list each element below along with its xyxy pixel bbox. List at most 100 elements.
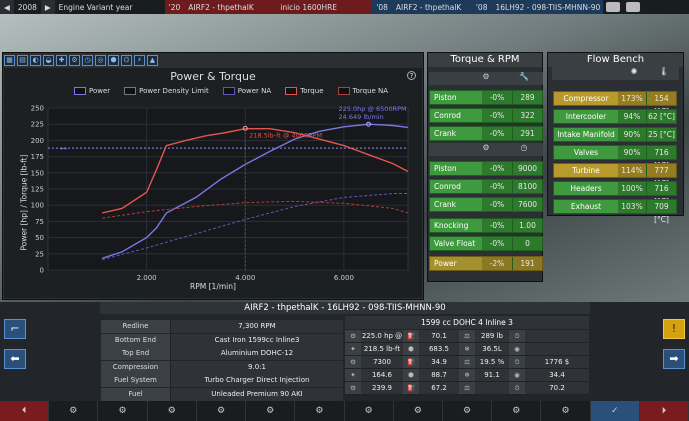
row-label: Valve Float [434, 239, 476, 248]
chart-tool-3-icon[interactable]: ◐ [30, 55, 41, 66]
stat-row-knocking: Knocking -0% 1.00 [429, 218, 543, 233]
camera-icon[interactable] [626, 2, 641, 12]
legend-label: Power [89, 87, 111, 95]
chart-tool-11-icon[interactable]: ⚡ [134, 55, 145, 66]
chart-area: Power & Torque ? Power Power Density Lim… [4, 68, 422, 298]
stat-value: 218.5 lb-ft @ 4000RPM [361, 343, 403, 379]
help-icon[interactable]: ? [407, 71, 416, 80]
stat-value: 7300 [361, 356, 403, 369]
engine-stats-header: 1599 cc DOHC 4 Inline 3 [345, 316, 589, 329]
chart-tool-12-icon[interactable]: ▲ [147, 55, 158, 66]
torque-rpm-title: Torque & RPM [428, 53, 542, 67]
stat-value [525, 343, 589, 356]
spec-value: Turbo Charger Direct Injection [171, 374, 343, 387]
legend-swatch-torque-na [337, 87, 350, 95]
spec-key: Fuel [101, 387, 171, 401]
nav-tab-12[interactable]: ✓ [590, 401, 640, 421]
nav-tab-1[interactable]: ⚙ [49, 401, 99, 421]
spec-value: Cast Iron 1599cc Inline3 [171, 333, 343, 347]
nav-tab-11[interactable]: ⚙ [541, 401, 591, 421]
model-year[interactable]: '20 [164, 0, 185, 14]
legend-item[interactable]: Torque [285, 87, 324, 95]
nav-tab-13[interactable]: ⏵ [639, 401, 689, 421]
nav-tab-4[interactable]: ⚙ [197, 401, 247, 421]
bottom-nav: ⏴ ⚙ ⚙ ⚙ ⚙ ⚙ ⚙ ⚙ ⚙ ⚙ ⚙ ⚙ ✓ ⏵ [0, 401, 689, 421]
chart-tool-7-icon[interactable]: ◷ [82, 55, 93, 66]
nav-tab-6[interactable]: ⚙ [295, 401, 345, 421]
legend-swatch-power [74, 87, 86, 95]
chart-tool-4-icon[interactable]: ◒ [43, 55, 54, 66]
nav-tab-0[interactable]: ⏴ [0, 401, 50, 421]
row-percent: -0% [482, 109, 512, 122]
flow-percent: 114% [618, 164, 646, 177]
torque-gear-icon: ⚙ [482, 72, 490, 81]
model-name[interactable]: AIRF2 - thpethalK [184, 0, 277, 14]
year-label[interactable]: 2008 [17, 2, 37, 12]
thermometer-icon: 🌡 [658, 67, 670, 76]
flow-row-compressor: Compressor 173%154 [°C] [553, 91, 677, 116]
flow-row-exhaust: Exhaust 103% 709 [°C] [553, 199, 677, 224]
graph-button[interactable]: ⌐ [4, 319, 26, 339]
left-arrow-button[interactable]: ◀ [0, 0, 14, 14]
nav-tab-10[interactable]: ⚙ [492, 401, 542, 421]
chart-tool-10-icon[interactable]: ⌬ [121, 55, 132, 66]
engine-stats-grid: ⚙225.0 hp @ 6500RPM⛽70.1⚖289 lb⏲✦218.5 l… [345, 330, 589, 395]
legend-label: Torque [300, 87, 324, 95]
spec-key: Redline [101, 320, 171, 333]
spec-row: Redline 7,300 RPM [101, 320, 343, 333]
warning-button[interactable]: ! [663, 319, 685, 339]
legend-item[interactable]: Power [74, 87, 110, 95]
variant-year[interactable]: '08 [372, 0, 392, 14]
series-power-na [102, 193, 408, 261]
flow-temp: 716 [°C] [646, 146, 676, 170]
chart-tool-2-icon[interactable]: ▤ [17, 55, 28, 66]
flow-label: Compressor [563, 94, 609, 103]
nav-tab-7[interactable]: ⚙ [345, 401, 394, 421]
stat-value: 19.5 % [475, 356, 509, 369]
row-label: Piston [434, 164, 457, 173]
flow-bench-title: Flow Bench [548, 53, 683, 67]
variant-name[interactable]: AIRF2 - thpethalK [391, 0, 472, 14]
stat-row-crank: Crank -0% 291 [429, 126, 543, 141]
y-tick-label: 250 [31, 105, 44, 113]
trim-name[interactable]: inicio 1600HRE [276, 0, 373, 14]
right-arrow-button[interactable]: ▶ [40, 0, 55, 14]
y-tick-label: 75 [35, 218, 44, 226]
chart-tool-9-icon[interactable]: ⬢ [108, 55, 119, 66]
row-label: Knocking [434, 221, 469, 230]
chart-tool-8-icon[interactable]: ◎ [95, 55, 106, 66]
top-bar: ◀ 2008 ▶ Engine Variant year '20 AIRF2 -… [0, 0, 689, 14]
chart-title: Power & Torque [170, 70, 256, 83]
y-tick-label: 225 [31, 121, 44, 129]
nav-tab-5[interactable]: ⚙ [246, 401, 296, 421]
nav-tab-2[interactable]: ⚙ [98, 401, 148, 421]
flow-label: Exhaust [570, 202, 602, 211]
y-tick-label: 125 [31, 186, 44, 194]
flow-label: Valves [573, 148, 599, 157]
forward-button[interactable]: ➡ [663, 349, 685, 369]
camera-icon[interactable] [606, 2, 621, 12]
torque-peak-marker [242, 125, 248, 131]
chart-tool-1-icon[interactable]: ▦ [4, 55, 15, 66]
back-button[interactable]: ⬅ [4, 349, 26, 369]
legend-item[interactable]: Power Density Limit [124, 87, 209, 95]
nav-tab-3[interactable]: ⚙ [148, 401, 197, 421]
flow-temp: 709 [°C] [646, 200, 676, 224]
y-tick-label: 100 [31, 202, 44, 210]
stat-icon: ⚙ [345, 382, 361, 395]
legend-item[interactable]: Power NA [222, 87, 271, 95]
stat-icon: ◉ [509, 369, 525, 382]
engine-year[interactable]: '08 [471, 0, 492, 14]
legend-item[interactable]: Torque NA [337, 87, 388, 95]
flow-temp: 62 [°C] [646, 110, 676, 123]
flow-row-headers: Headers 100%716 [°C] [553, 181, 677, 206]
engine-code[interactable]: 16LH92 - 098-TIIS-MHNN-90 [491, 0, 604, 14]
chart-tool-6-icon[interactable]: ⚙ [69, 55, 80, 66]
stat-icon: ◉ [509, 343, 525, 356]
chart-tool-5-icon[interactable]: ✚ [56, 55, 67, 66]
nav-tab-9[interactable]: ⚙ [443, 401, 493, 421]
torque-wrench-icon: 🔧 [519, 72, 529, 81]
flow-percent: 173% [618, 92, 646, 105]
nav-tab-8[interactable]: ⚙ [394, 401, 443, 421]
fan-icon: ✺ [630, 67, 638, 76]
